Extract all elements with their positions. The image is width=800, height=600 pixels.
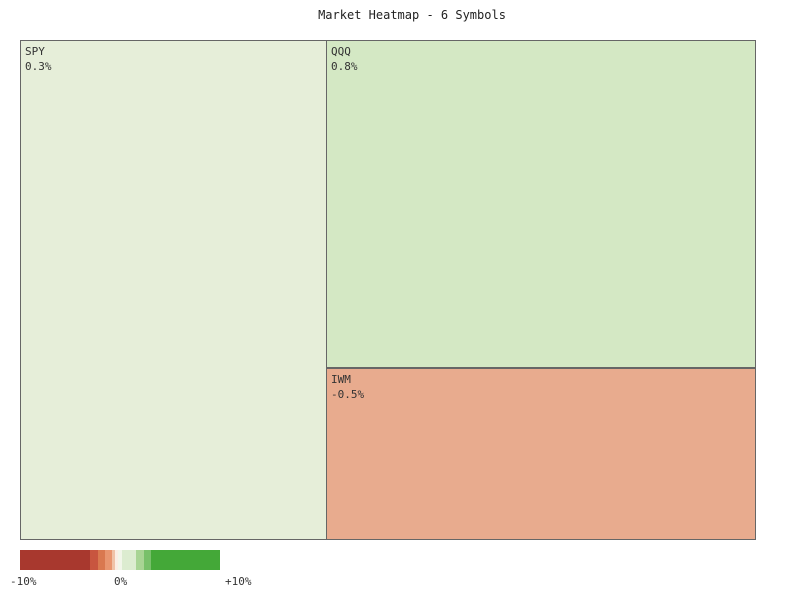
tile-qqq[interactable]: QQQ 0.8%	[326, 40, 756, 368]
color-legend-bar	[20, 550, 220, 570]
tile-symbol: IWM	[331, 373, 351, 386]
legend-swatch	[98, 550, 105, 570]
legend-swatch	[20, 550, 90, 570]
legend-swatch	[151, 550, 220, 570]
legend-swatch	[112, 550, 115, 570]
tile-spy[interactable]: SPY 0.3%	[20, 40, 327, 540]
chart-title: Market Heatmap - 6 Symbols	[318, 8, 506, 22]
tile-symbol: SPY	[25, 45, 45, 58]
legend-swatch	[136, 550, 144, 570]
legend-swatch	[118, 550, 122, 570]
legend-swatch	[90, 550, 98, 570]
legend-min-label: -10%	[10, 575, 37, 588]
legend-swatch	[105, 550, 112, 570]
tile-iwm[interactable]: IWM -0.5%	[326, 368, 756, 540]
tile-change: 0.8%	[331, 60, 358, 73]
tile-change: 0.3%	[25, 60, 52, 73]
legend-swatch	[122, 550, 136, 570]
tile-symbol: QQQ	[331, 45, 351, 58]
legend-swatch	[144, 550, 151, 570]
legend-max-label: +10%	[225, 575, 252, 588]
legend-mid-label: 0%	[114, 575, 128, 588]
legend-swatch	[115, 550, 118, 570]
tile-change: -0.5%	[331, 388, 365, 401]
